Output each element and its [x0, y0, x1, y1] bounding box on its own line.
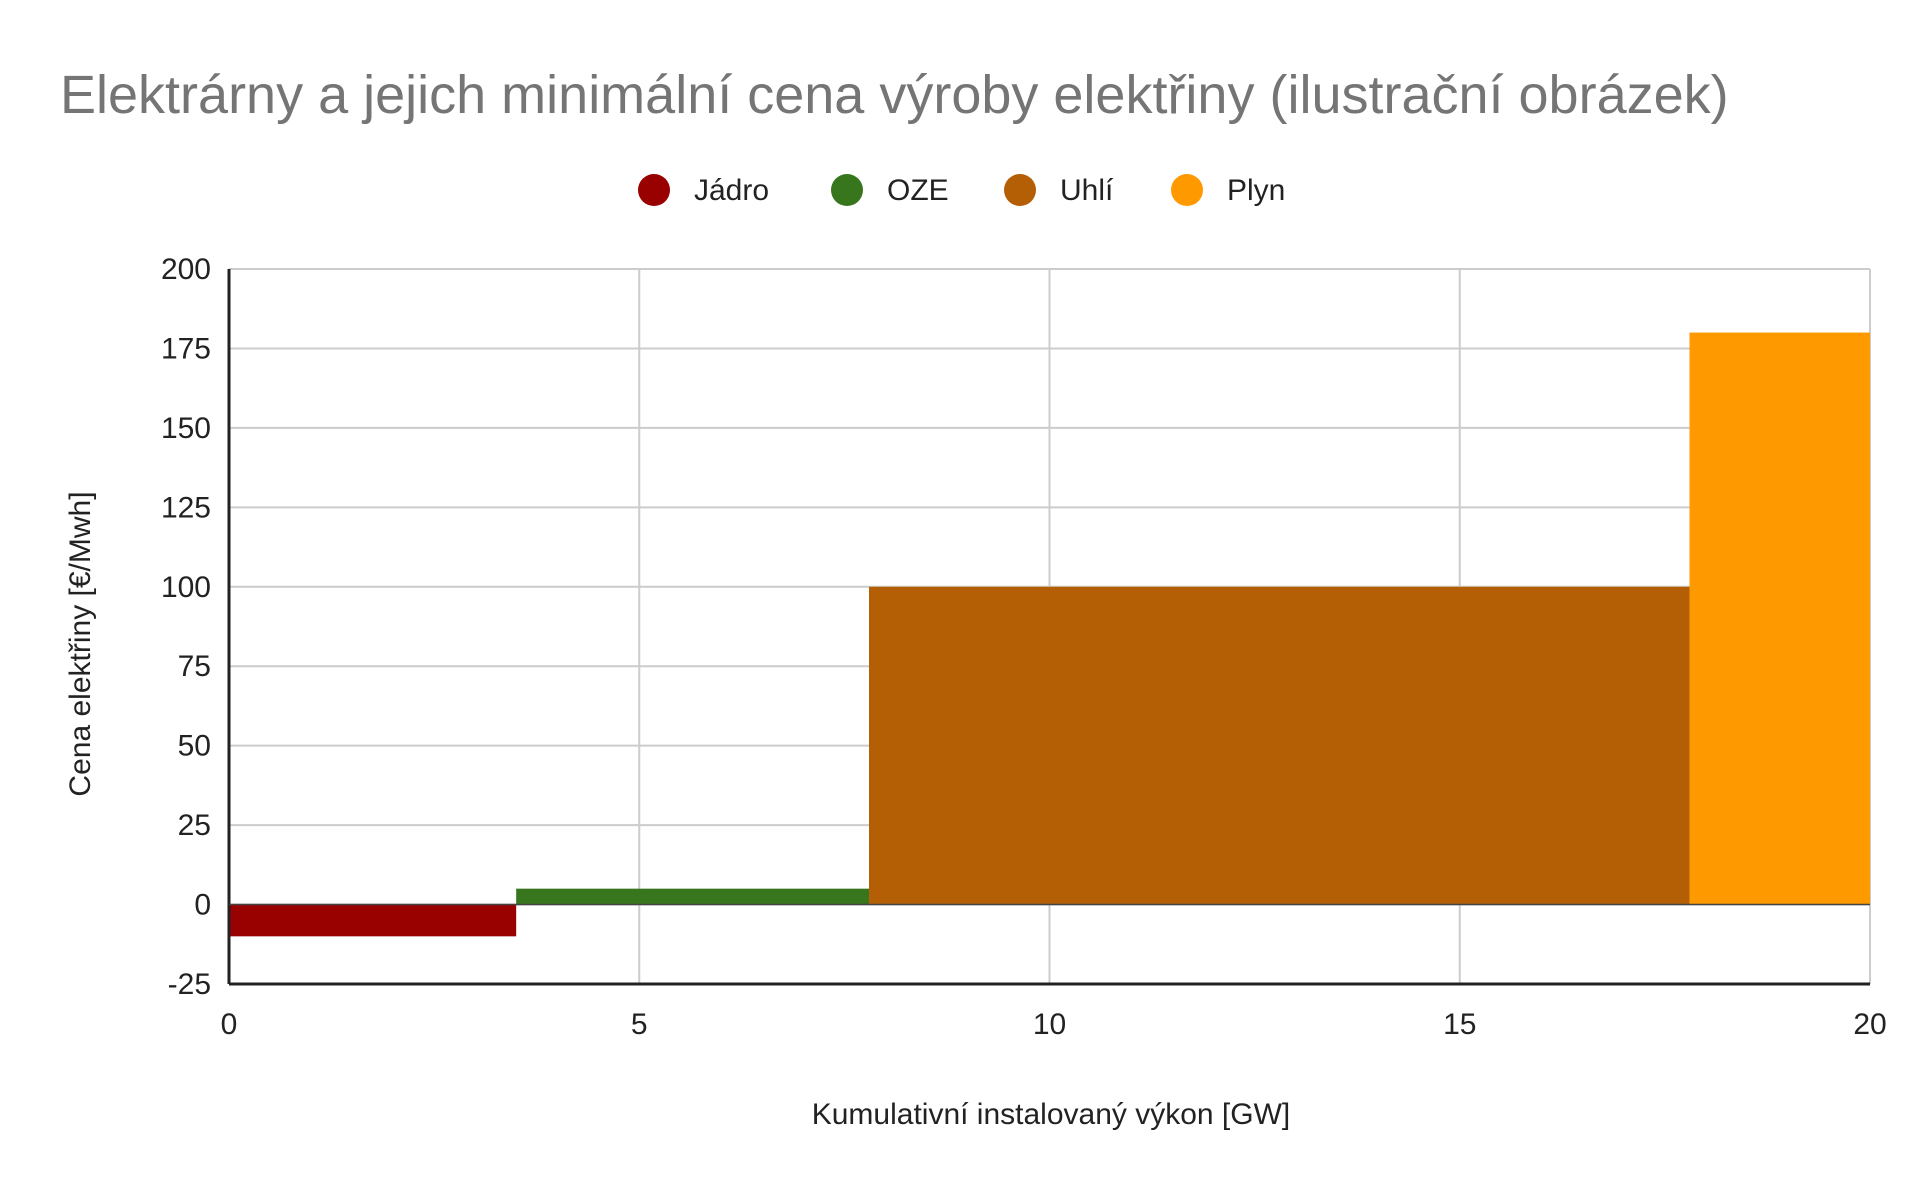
legend-swatch	[638, 174, 670, 206]
legend-label: Uhlí	[1060, 174, 1114, 207]
legend-label: Plyn	[1227, 174, 1285, 207]
y-axis-label: Cena elektřiny [€/Mwh]	[64, 491, 97, 796]
x-tick-label: 10	[1033, 1008, 1066, 1041]
y-tick-label: 200	[161, 253, 211, 286]
y-axis-ticks: -25 0 25 50 75 100 125 150 175 200	[161, 253, 211, 1001]
legend-label: OZE	[887, 174, 949, 207]
x-tick-label: 20	[1853, 1008, 1886, 1041]
legend-item-oze: OZE	[831, 174, 949, 207]
legend-item-jádro: Jádro	[638, 174, 769, 207]
legend-item-plyn: Plyn	[1171, 174, 1285, 207]
bar-oze	[516, 888, 869, 905]
y-tick-label: 175	[161, 332, 211, 365]
legend-item-uhlí: Uhlí	[1004, 174, 1114, 207]
chart-title: Elektrárny a jejich minimální cena výrob…	[60, 65, 1729, 125]
x-tick-label: 0	[221, 1008, 238, 1041]
y-tick-label: 50	[178, 730, 211, 763]
bar-jádro	[229, 904, 517, 937]
bars	[229, 332, 1870, 937]
y-tick-label: 100	[161, 571, 211, 604]
legend-label: Jádro	[694, 174, 769, 207]
legend-swatch	[1004, 174, 1036, 206]
x-axis-ticks: 0 5 10 15 20	[221, 1008, 1887, 1041]
x-axis-label: Kumulativní instalovaný výkon [GW]	[812, 1098, 1291, 1131]
x-tick-label: 15	[1443, 1008, 1476, 1041]
bar-uhlí	[868, 586, 1690, 905]
legend-swatch	[1171, 174, 1203, 206]
y-tick-label: 25	[178, 809, 211, 842]
y-tick-label: -25	[168, 968, 211, 1001]
y-tick-label: 125	[161, 491, 211, 524]
y-tick-label: 0	[194, 889, 211, 922]
legend-swatch	[831, 174, 863, 206]
y-tick-label: 150	[161, 412, 211, 445]
y-tick-label: 75	[178, 650, 211, 683]
axes	[227, 269, 1870, 986]
x-tick-label: 5	[631, 1008, 648, 1041]
legend: Jádro OZE Uhlí Plyn	[638, 174, 1285, 207]
bar-plyn	[1689, 332, 1870, 905]
